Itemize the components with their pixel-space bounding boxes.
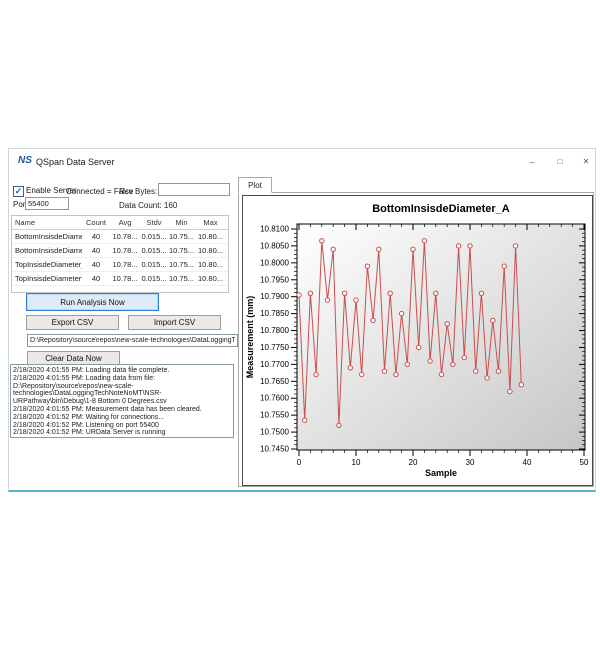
table-cell: 10.78... — [112, 260, 138, 269]
svg-text:20: 20 — [409, 458, 418, 467]
table-cell: 10.78... — [112, 246, 138, 255]
svg-text:10: 10 — [352, 458, 361, 467]
table-cell: 10.78... — [112, 274, 138, 283]
measurement-chart: 10.8100 10.8050 10.8000 10.7950 10.7900 10.78… — [245, 203, 589, 478]
column-header-avg[interactable]: Avg — [118, 218, 132, 227]
rcv-bytes-label: Rcv Bytes: 0 — [119, 187, 164, 196]
run-analysis-button[interactable]: Run Analysis Now — [26, 293, 159, 311]
table-cell: 0.015... — [141, 260, 167, 269]
svg-text:10.7700: 10.7700 — [260, 360, 289, 369]
table-cell: 10.75... — [168, 246, 195, 255]
connected-status: Connected = False — [66, 187, 134, 196]
enable-server-label: Enable Server — [26, 186, 77, 195]
table-cell: 40 — [91, 274, 101, 283]
table-cell: 10.80... — [197, 274, 224, 283]
svg-text:0: 0 — [297, 458, 302, 467]
svg-text:10.7850: 10.7850 — [260, 309, 289, 318]
import-csv-button[interactable]: Import CSV — [128, 315, 221, 330]
table-cell: 10.80... — [197, 232, 224, 241]
table-row[interactable]: TopInsisdeDiameter9... 40 10.78...0.015...… — [12, 272, 228, 286]
svg-text:BottomInsisdeDiameter_A: BottomInsisdeDiameter_A — [372, 203, 510, 215]
window-title: QSpan Data Server — [36, 157, 115, 167]
svg-text:40: 40 — [523, 458, 532, 467]
column-header-max[interactable]: Max — [203, 218, 218, 227]
svg-text:10.7800: 10.7800 — [260, 326, 289, 335]
svg-text:10.8050: 10.8050 — [260, 241, 289, 250]
svg-text:10.7950: 10.7950 — [260, 275, 289, 284]
column-header-stdv[interactable]: Stdv — [146, 218, 162, 227]
svg-text:10.8100: 10.8100 — [260, 225, 289, 234]
data-count-label: Data Count: 160 — [119, 201, 178, 210]
plot-pane: 10.8100 10.8050 10.8000 10.7950 10.7900 10.78… — [242, 195, 593, 486]
table-cell: BottomInsisdeDiamet... — [15, 246, 82, 255]
table-cell: TopInsisdeDiameter_B — [15, 260, 82, 269]
column-header-min[interactable]: Min — [175, 218, 188, 227]
minimize-button[interactable]: – — [529, 157, 535, 167]
plot-tab-page: 10.8100 10.8050 10.8000 10.7950 10.7900 10.78… — [238, 192, 594, 487]
export-csv-button[interactable]: Export CSV — [26, 315, 119, 330]
table-header-row: Name Count Avg Stdv Min Max — [12, 216, 228, 230]
log-line: 2/18/2020 4:01:52 PM: URData Server is r… — [13, 429, 166, 437]
column-header-name[interactable]: Name — [15, 218, 36, 227]
rcv-bytes-input[interactable] — [158, 183, 230, 196]
svg-text:10.7900: 10.7900 — [260, 292, 289, 301]
port-label: Port — [13, 200, 28, 209]
stats-table[interactable]: Name Count Avg Stdv Min Max BottomInsisd… — [11, 215, 229, 293]
table-row[interactable]: BottomInsisdeDiamet... 40 10.78...0.015...… — [12, 244, 228, 258]
svg-text:10.7500: 10.7500 — [260, 428, 289, 437]
svg-text:10.8000: 10.8000 — [260, 258, 289, 267]
table-cell: 0.015... — [141, 274, 167, 283]
close-button[interactable]: ✕ — [582, 157, 590, 166]
table-cell: 10.80... — [197, 246, 224, 255]
tab-plot[interactable]: Plot — [238, 177, 272, 193]
log-line: 2/18/2020 4:01:55 PM: Measurement data h… — [13, 405, 202, 413]
maximize-button[interactable]: □ — [557, 157, 563, 166]
table-cell: 40 — [91, 232, 101, 241]
table-cell: 10.75... — [168, 260, 195, 269]
table-cell: 40 — [91, 246, 101, 255]
table-cell: 10.75... — [168, 274, 195, 283]
log-line: 2/18/2020 4:01:55 PM: Loading data from … — [13, 374, 167, 406]
svg-text:10.7750: 10.7750 — [260, 343, 289, 352]
svg-text:10.7550: 10.7550 — [260, 411, 289, 420]
table-cell: BottomInsisdeDiamet... — [15, 232, 82, 241]
log-line: 2/18/2020 4:01:55 PM: Loading data file … — [13, 367, 170, 374]
table-row[interactable]: BottomInsisdeDiamet... 40 10.78...0.015...… — [12, 230, 228, 244]
table-cell: 0.015... — [141, 232, 167, 241]
table-cell: 40 — [91, 260, 101, 269]
svg-text:10.7600: 10.7600 — [260, 394, 289, 403]
table-row[interactable]: TopInsisdeDiameter_B4010.78...0.015...10… — [12, 258, 228, 272]
log-box[interactable]: 2/18/2020 4:01:55 PM: Loading data file … — [10, 364, 234, 438]
svg-text:10.7450: 10.7450 — [260, 445, 289, 454]
table-cell: TopInsisdeDiameter9... — [15, 274, 82, 283]
data-file-path-input[interactable] — [27, 334, 238, 347]
log-line: 2/18/2020 4:01:52 PM: Listening on port … — [13, 421, 159, 429]
qspan-data-server-window: NS QSpan Data Server – □ ✕ ✓ Enable Serv… — [8, 148, 596, 492]
log-line: 2/18/2020 4:01:52 PM: Waiting for connec… — [13, 413, 165, 421]
svg-text:Sample: Sample — [425, 468, 457, 478]
port-input[interactable] — [25, 197, 69, 210]
app-logo-icon: NS — [18, 155, 32, 166]
column-header-count[interactable]: Count — [85, 218, 106, 227]
table-cell: 10.80... — [197, 260, 224, 269]
svg-text:30: 30 — [466, 458, 475, 467]
table-cell: 10.75... — [168, 232, 195, 241]
title-bar[interactable]: NS QSpan Data Server – □ ✕ — [9, 149, 595, 175]
svg-text:Measurement (mm): Measurement (mm) — [245, 296, 255, 379]
svg-text:50: 50 — [580, 458, 589, 467]
enable-server-checkbox[interactable]: ✓ — [13, 186, 24, 197]
stats-table-body: BottomInsisdeDiamet...4010.78...0.015...… — [12, 230, 228, 286]
table-cell: 10.78... — [112, 232, 138, 241]
svg-text:10.7650: 10.7650 — [260, 377, 289, 386]
table-cell: 0.015... — [141, 246, 167, 255]
